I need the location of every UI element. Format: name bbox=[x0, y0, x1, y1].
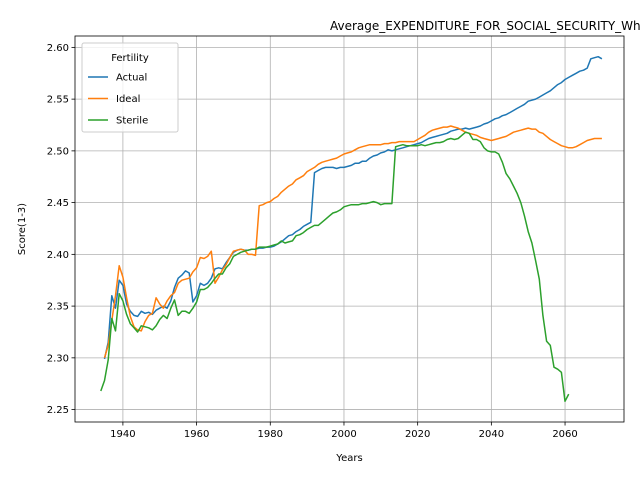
y-tick-label: 2.50 bbox=[47, 146, 69, 157]
series-layer bbox=[100, 55, 603, 403]
x-axis: 1940 1960 1980 2000 2020 2040 2060 bbox=[110, 422, 578, 440]
x-tick-label: 2060 bbox=[552, 429, 577, 440]
series-line-actual bbox=[103, 55, 603, 360]
x-tick-label: 2000 bbox=[331, 429, 356, 440]
x-tick-label: 1940 bbox=[110, 429, 135, 440]
x-tick-label: 1980 bbox=[258, 429, 283, 440]
plot-frame bbox=[74, 35, 625, 423]
legend-label-actual: Actual bbox=[116, 73, 147, 84]
y-axis-label: Score(1-3) bbox=[17, 203, 28, 255]
legend-label-ideal: Ideal bbox=[116, 94, 140, 105]
legend: Fertility Actual Ideal Sterile bbox=[81, 42, 179, 133]
grid bbox=[75, 36, 624, 422]
y-tick-label: 2.30 bbox=[47, 353, 69, 364]
y-tick-label: 2.55 bbox=[47, 95, 69, 106]
x-axis-label: Years bbox=[335, 453, 362, 464]
series-line-sterile bbox=[100, 131, 570, 403]
chart-title: Average_EXPENDITURE_FOR_SOCIAL_SECURITY_… bbox=[330, 19, 640, 33]
y-tick-label: 2.25 bbox=[47, 405, 69, 416]
series-line-ideal bbox=[103, 125, 602, 359]
y-tick-label: 2.60 bbox=[47, 43, 69, 54]
legend-box bbox=[81, 42, 179, 133]
x-tick-label: 2020 bbox=[405, 429, 430, 440]
x-tick-label: 2040 bbox=[479, 429, 504, 440]
y-tick-label: 2.45 bbox=[47, 198, 69, 209]
x-tick-label: 1960 bbox=[184, 429, 209, 440]
y-axis: 2.25 2.30 2.35 2.40 2.45 2.50 2.55 2.60 bbox=[47, 43, 75, 416]
y-tick-label: 2.40 bbox=[47, 250, 69, 261]
y-tick-label: 2.35 bbox=[47, 302, 69, 313]
legend-label-sterile: Sterile bbox=[116, 116, 148, 127]
legend-title: Fertility bbox=[111, 53, 149, 64]
